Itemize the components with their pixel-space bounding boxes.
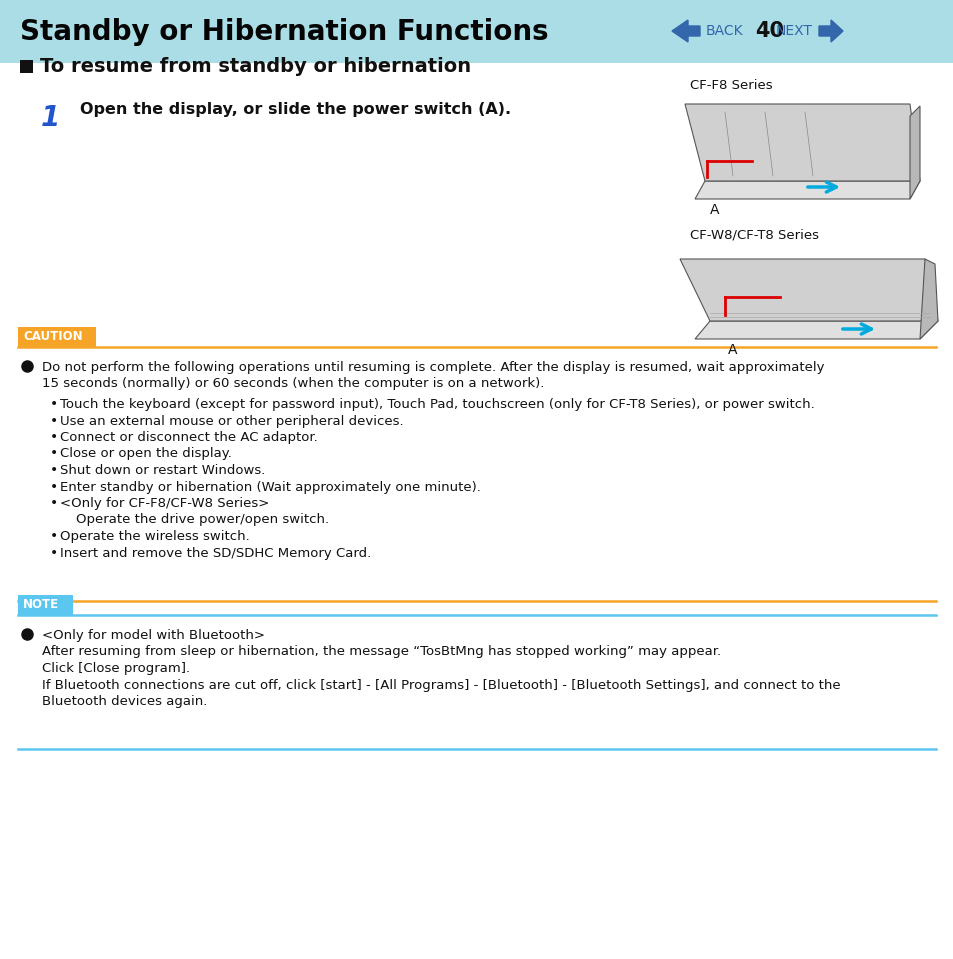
Text: Standby or Hibernation Functions: Standby or Hibernation Functions bbox=[20, 18, 548, 46]
Text: After resuming from sleep or hibernation, the message “TosBtMng has stopped work: After resuming from sleep or hibernation… bbox=[42, 645, 720, 659]
Text: Connect or disconnect the AC adaptor.: Connect or disconnect the AC adaptor. bbox=[60, 431, 317, 444]
Text: •: • bbox=[50, 397, 58, 411]
Text: NOTE: NOTE bbox=[23, 598, 59, 612]
Polygon shape bbox=[684, 104, 919, 181]
Text: Operate the wireless switch.: Operate the wireless switch. bbox=[60, 530, 250, 543]
Text: 15 seconds (normally) or 60 seconds (when the computer is on a network).: 15 seconds (normally) or 60 seconds (whe… bbox=[42, 378, 544, 390]
Text: •: • bbox=[50, 496, 58, 510]
Text: •: • bbox=[50, 430, 58, 444]
Bar bbox=[18, 595, 73, 615]
Text: Bluetooth devices again.: Bluetooth devices again. bbox=[42, 695, 207, 708]
Text: •: • bbox=[50, 546, 58, 559]
Text: Shut down or restart Windows.: Shut down or restart Windows. bbox=[60, 464, 265, 477]
Text: BACK: BACK bbox=[705, 24, 742, 38]
Text: Operate the drive power/open switch.: Operate the drive power/open switch. bbox=[76, 513, 329, 526]
Polygon shape bbox=[695, 321, 937, 339]
Text: NEXT: NEXT bbox=[775, 24, 812, 38]
Text: •: • bbox=[50, 529, 58, 543]
Text: •: • bbox=[50, 463, 58, 477]
Text: CAUTION: CAUTION bbox=[23, 331, 83, 343]
Text: CF-F8 Series: CF-F8 Series bbox=[689, 79, 772, 92]
Polygon shape bbox=[671, 20, 700, 42]
Text: Click [Close program].: Click [Close program]. bbox=[42, 662, 190, 675]
Text: If Bluetooth connections are cut off, click [start] - [All Programs] - [Bluetoot: If Bluetooth connections are cut off, cl… bbox=[42, 679, 840, 691]
Text: 1: 1 bbox=[40, 104, 59, 132]
Text: To resume from standby or hibernation: To resume from standby or hibernation bbox=[40, 57, 471, 76]
Text: Touch the keyboard (except for password input), Touch Pad, touchscreen (only for: Touch the keyboard (except for password … bbox=[60, 398, 814, 411]
Text: •: • bbox=[50, 413, 58, 428]
Polygon shape bbox=[695, 181, 919, 199]
Polygon shape bbox=[679, 259, 937, 321]
Text: Enter standby or hibernation (Wait approximately one minute).: Enter standby or hibernation (Wait appro… bbox=[60, 480, 480, 494]
Text: Use an external mouse or other peripheral devices.: Use an external mouse or other periphera… bbox=[60, 414, 403, 428]
Bar bbox=[18, 327, 96, 347]
Text: CF-W8/CF-T8 Series: CF-W8/CF-T8 Series bbox=[689, 229, 818, 242]
Text: Do not perform the following operations until resuming is complete. After the di: Do not perform the following operations … bbox=[42, 361, 823, 374]
Text: Close or open the display.: Close or open the display. bbox=[60, 448, 232, 460]
Text: Open the display, or slide the power switch (A).: Open the display, or slide the power swi… bbox=[80, 102, 511, 117]
Bar bbox=[20, 60, 33, 73]
Text: 40: 40 bbox=[754, 21, 783, 41]
Text: A: A bbox=[709, 203, 719, 217]
Text: <Only for CF-F8/CF-W8 Series>: <Only for CF-F8/CF-W8 Series> bbox=[60, 497, 269, 510]
Text: •: • bbox=[50, 447, 58, 460]
Bar bbox=[0, 0, 953, 63]
Polygon shape bbox=[818, 20, 842, 42]
Polygon shape bbox=[919, 259, 937, 339]
Polygon shape bbox=[909, 106, 919, 199]
Text: <Only for model with Bluetooth>: <Only for model with Bluetooth> bbox=[42, 629, 265, 642]
Text: Insert and remove the SD/SDHC Memory Card.: Insert and remove the SD/SDHC Memory Car… bbox=[60, 547, 371, 559]
Text: A: A bbox=[727, 343, 737, 357]
Text: •: • bbox=[50, 480, 58, 494]
